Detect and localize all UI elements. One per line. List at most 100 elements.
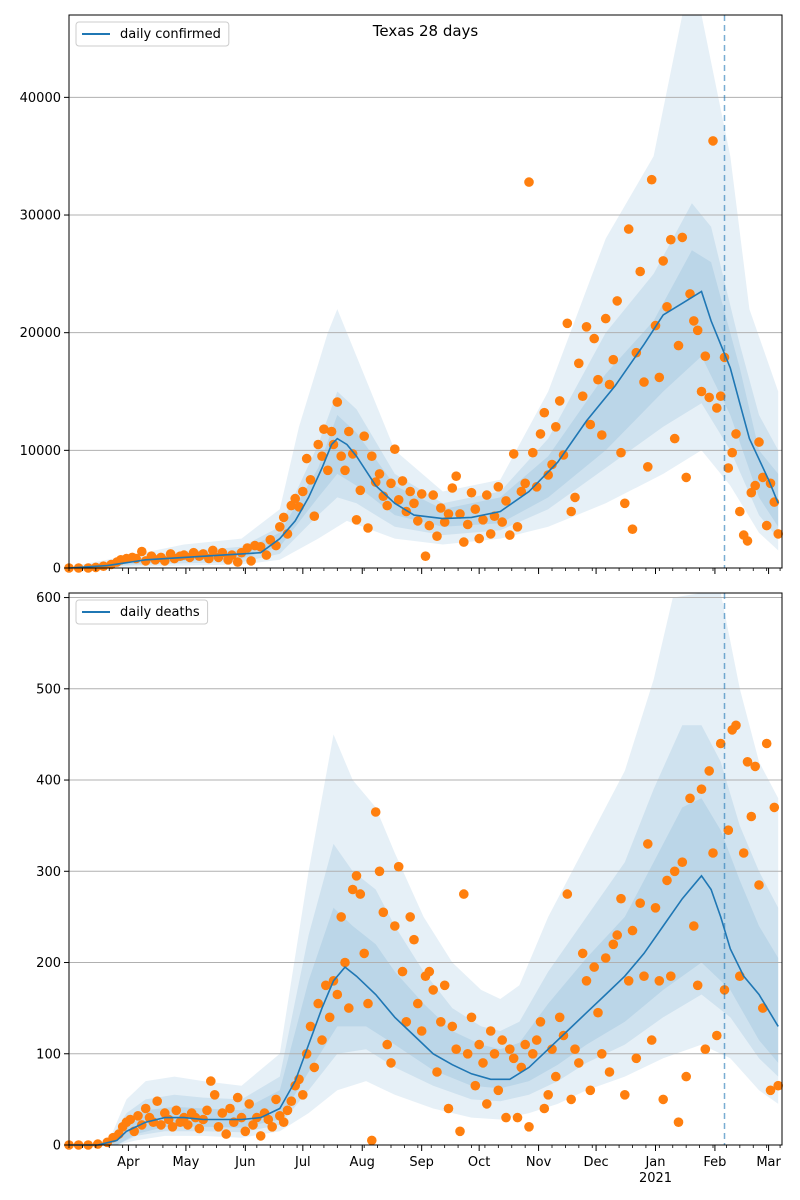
deaths-median-line: [69, 874, 779, 1146]
observed-point: [451, 471, 462, 482]
observed-point: [508, 449, 519, 459]
observed-point: [600, 313, 611, 324]
observed-point: [604, 379, 615, 390]
observed-point: [140, 1103, 151, 1114]
observed-point: [401, 1017, 412, 1027]
observed-point: [593, 1007, 603, 1018]
observed-point: [631, 1053, 642, 1064]
observed-point: [267, 1122, 278, 1132]
observed-point: [742, 757, 753, 767]
observed-point: [390, 444, 400, 455]
observed-point: [505, 1044, 515, 1054]
observed-point: [719, 985, 730, 995]
observed-point: [298, 486, 308, 497]
observed-point: [152, 1096, 162, 1106]
observed-point: [156, 1120, 166, 1130]
observed-point: [248, 1120, 258, 1130]
confirmed-plot-frame: [68, 14, 783, 569]
observed-point: [650, 903, 661, 913]
observed-point: [616, 893, 626, 904]
observed-point: [639, 377, 649, 387]
observed-point: [608, 354, 619, 365]
observed-point: [91, 562, 101, 573]
observed-point: [758, 472, 768, 483]
observed-point: [524, 1122, 534, 1132]
observed-point: [643, 839, 653, 849]
observed-point: [600, 953, 611, 963]
x-year-label: 2021: [639, 1171, 672, 1186]
uncertainty-band-3: [69, 250, 779, 569]
observed-point: [336, 451, 347, 462]
observed-point: [439, 980, 450, 991]
observed-point: [501, 1112, 511, 1123]
observed-point: [639, 971, 649, 981]
observed-point: [551, 422, 561, 432]
observed-point: [459, 537, 469, 547]
observed-point: [581, 322, 592, 332]
confirmed-legend-label: daily confirmed: [120, 27, 221, 42]
observed-point: [409, 934, 419, 945]
deaths-gridlines: [69, 597, 782, 1055]
observed-point: [255, 542, 266, 552]
observed-point: [459, 889, 469, 899]
observed-point: [524, 177, 534, 187]
observed-point: [677, 857, 688, 867]
observed-point: [344, 1003, 354, 1013]
observed-point: [301, 453, 312, 464]
observed-point: [393, 861, 404, 872]
observed-point: [574, 1058, 584, 1068]
observed-point: [466, 1012, 477, 1023]
observed-point: [397, 476, 408, 486]
observed-point: [685, 793, 695, 804]
observed-point: [501, 496, 511, 506]
observed-point: [359, 431, 370, 442]
observed-point: [344, 426, 354, 437]
observed-point: [474, 1039, 485, 1050]
observed-point: [340, 465, 350, 476]
observed-point: [708, 848, 718, 858]
observed-point: [194, 1123, 205, 1134]
observed-point: [370, 807, 381, 817]
x-tick-label: Jan: [644, 1155, 665, 1170]
observed-point: [620, 498, 630, 509]
observed-point: [731, 429, 741, 439]
observed-point: [416, 1026, 427, 1036]
observed-point: [428, 985, 439, 995]
observed-point: [432, 531, 442, 541]
observed-point: [466, 487, 477, 498]
observed-point: [704, 766, 714, 776]
observed-point: [336, 912, 347, 922]
observed-point: [278, 512, 289, 523]
observed-point: [455, 1126, 465, 1137]
observed-point: [731, 720, 741, 731]
y-tick-label: 40000: [20, 91, 61, 106]
y-tick-label: 600: [36, 591, 61, 606]
observed-point: [512, 1112, 523, 1123]
x-tick-label: Nov: [526, 1155, 552, 1170]
x-tick-label: Aug: [350, 1155, 375, 1170]
observed-point: [125, 1114, 136, 1125]
observed-point: [758, 1003, 768, 1013]
observed-point: [451, 1044, 462, 1054]
deaths-legend-box: [75, 599, 209, 625]
y-tick-label: 500: [36, 682, 61, 697]
observed-point: [190, 1112, 201, 1123]
observed-point: [520, 1039, 530, 1050]
observed-point: [646, 174, 657, 185]
observed-point: [443, 509, 454, 519]
observed-point: [700, 351, 711, 362]
observed-point: [470, 504, 481, 514]
observed-point: [359, 948, 370, 959]
observed-point: [643, 462, 653, 472]
uncertainty-band-1: [69, 15, 779, 568]
observed-point: [715, 738, 726, 749]
observed-point: [225, 1103, 235, 1114]
observed-point: [317, 451, 327, 462]
confirmed-gridlines: [69, 96, 782, 451]
observed-point: [405, 486, 416, 497]
x-tick-label: Sep: [409, 1155, 434, 1170]
observed-point: [206, 1076, 216, 1086]
observed-point: [246, 556, 256, 566]
observed-point: [654, 372, 665, 383]
observed-point: [646, 1035, 657, 1045]
